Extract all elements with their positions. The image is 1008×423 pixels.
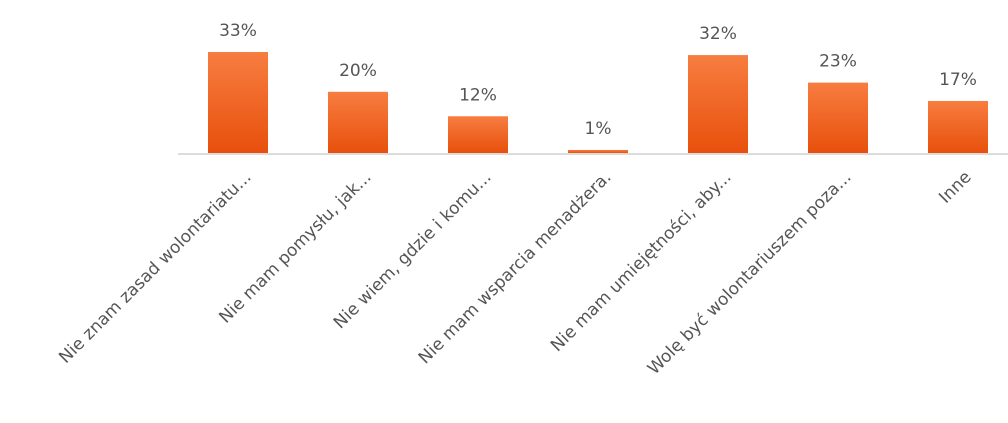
data-label: 1% (585, 119, 612, 139)
bar (928, 100, 988, 153)
data-label: 32% (699, 24, 737, 44)
data-label: 20% (339, 61, 377, 81)
data-label: 33% (219, 21, 257, 41)
x-tick-label: Inne (935, 167, 975, 207)
data-label: 17% (939, 70, 977, 90)
bar (328, 91, 388, 153)
x-tick-label: Nie znam zasad wolontariatu... (55, 167, 255, 367)
bar (568, 149, 628, 153)
bar (208, 52, 268, 153)
data-label: 23% (819, 52, 857, 72)
bar (448, 116, 508, 153)
bar (688, 55, 748, 153)
x-tick-label: Wolę być wolontariuszem poza... (644, 167, 856, 379)
x-tick-label: Nie mam wsparcia menadżera. (415, 167, 616, 368)
bar (808, 82, 868, 153)
data-label: 12% (459, 85, 497, 105)
